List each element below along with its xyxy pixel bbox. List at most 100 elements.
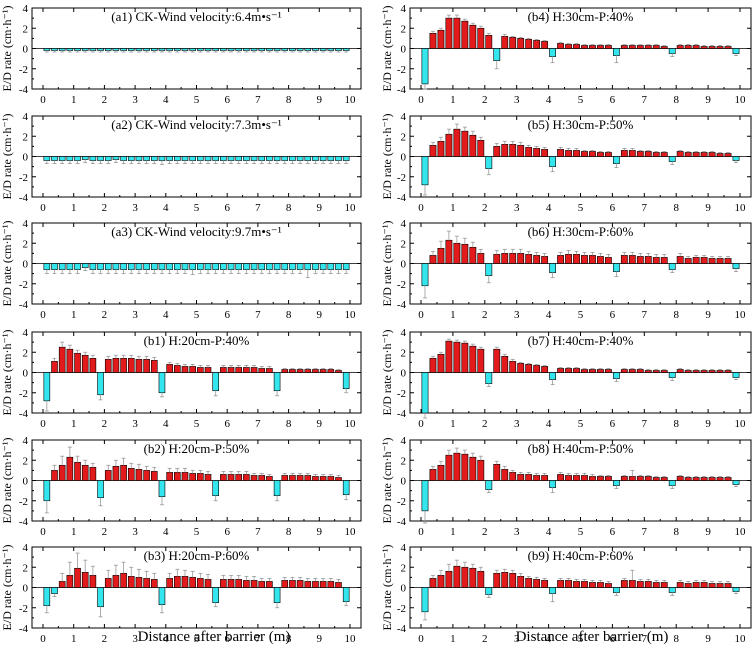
bar (469, 345, 477, 373)
x-tick-label: 10 (735, 309, 747, 321)
bar (437, 141, 445, 157)
x-tick-label: 7 (642, 94, 648, 106)
x-tick-label: 4 (163, 633, 169, 645)
x-tick-label: 5 (578, 94, 584, 106)
x-tick-label: 10 (345, 94, 357, 106)
x-tick-label: 8 (673, 94, 679, 106)
bar (660, 370, 668, 373)
bar (89, 575, 97, 588)
bar (158, 480, 166, 498)
bar (197, 473, 204, 481)
bar (227, 263, 235, 270)
bar (304, 369, 312, 373)
bar (628, 150, 636, 157)
bar (581, 45, 588, 49)
bar (533, 475, 541, 481)
bar (493, 348, 501, 373)
y-tick-label: 0 (401, 583, 407, 595)
bar (120, 263, 127, 270)
bar (597, 582, 604, 588)
x-tick-label: 5 (578, 633, 584, 645)
bar (258, 263, 266, 270)
bar (227, 367, 235, 373)
bar (150, 48, 158, 51)
y-tick-label: -2 (397, 388, 406, 400)
bar (708, 152, 716, 157)
bar (573, 581, 580, 588)
bar (644, 256, 652, 264)
bar (700, 152, 708, 157)
y-tick-label: -2 (19, 64, 28, 76)
bar (700, 46, 708, 49)
bar (589, 151, 596, 157)
bar (708, 46, 716, 49)
bar (166, 263, 173, 270)
y-tick-label: 2 (401, 347, 407, 359)
bar (549, 587, 556, 594)
y-tick-label: 0 (401, 152, 407, 164)
bar (273, 480, 281, 496)
bar (335, 582, 342, 588)
bar (74, 352, 81, 373)
y-tick-label: -2 (19, 279, 28, 291)
bar (189, 473, 196, 481)
bar (81, 354, 89, 373)
x-tick-label: 4 (163, 202, 169, 214)
bar (557, 368, 564, 373)
bar (181, 263, 189, 270)
bar (120, 465, 127, 481)
bar (660, 477, 668, 481)
bar (89, 467, 97, 481)
panel-a3: -4 -2 0 2 4 0 1 2 3 4 5 6 7 8 9 10 (a3) CK-Wind velocity… (0, 218, 362, 321)
bar (429, 358, 437, 373)
bar (319, 48, 327, 51)
bar (250, 580, 258, 588)
bar (628, 476, 636, 481)
x-tick-label: 0 (40, 418, 46, 430)
x-tick-label: 4 (546, 526, 552, 538)
x-tick-label: 8 (286, 309, 292, 321)
x-tick-label: 10 (345, 309, 357, 321)
x-tick-label: 7 (642, 309, 648, 321)
y-tick-label: -4 (397, 84, 407, 96)
bar (258, 156, 266, 161)
bar (684, 583, 692, 588)
x-tick-label: 8 (673, 418, 679, 430)
bar (620, 150, 628, 157)
bar (525, 364, 533, 373)
bar (589, 476, 596, 481)
bar (189, 48, 196, 51)
x-tick-label: 9 (317, 418, 323, 430)
bar (51, 156, 58, 161)
bar (692, 477, 700, 481)
bar (708, 370, 716, 373)
bar (525, 147, 533, 157)
bar (437, 248, 445, 264)
bar (469, 134, 477, 157)
bar (104, 470, 112, 481)
bar (421, 263, 429, 287)
bar (589, 45, 596, 49)
bar (319, 263, 327, 270)
bar (612, 156, 620, 164)
bar (732, 156, 740, 161)
bar (477, 27, 485, 49)
bar (158, 372, 166, 394)
bar (509, 472, 517, 481)
bar (158, 156, 166, 161)
bar (304, 48, 312, 51)
bar (493, 48, 501, 61)
bar (327, 581, 335, 588)
bar (43, 587, 51, 607)
bar (81, 156, 89, 160)
bar (66, 456, 74, 481)
bar (281, 156, 289, 161)
bar (266, 48, 273, 51)
bar (692, 257, 700, 264)
bar (189, 366, 196, 373)
bar (652, 477, 660, 481)
bar (533, 579, 541, 588)
bar (197, 48, 204, 51)
bar (445, 340, 453, 373)
